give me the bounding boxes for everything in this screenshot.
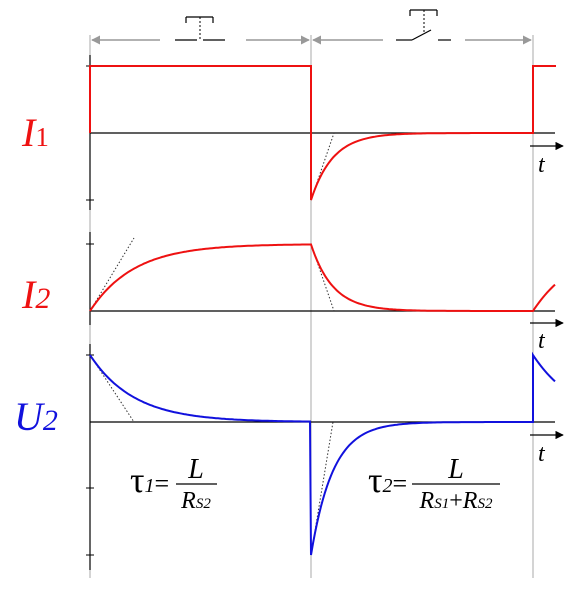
i2-tangent-rise [89,237,135,312]
switch-closed-icon [160,16,246,46]
tau2-sub: 2 [382,475,392,497]
formula-tau1: τ1= L RS2 [130,454,217,514]
panel-i1: t I1 [21,55,564,210]
i1-label-letter: I [21,110,37,155]
tau1-den-s: S2 [196,496,212,512]
panel-u2: t U2 [14,344,564,570]
u2-label-sub: 2 [43,404,58,437]
tau2-den-r2: R [462,488,478,514]
i1-label-sub: 1 [35,122,49,152]
tau1-denominator: RS2 [180,488,211,514]
tau2-denominator: RS1+RS2 [419,488,493,514]
i2-label-sub: 2 [35,282,50,315]
tau2-den-r1: R [419,488,435,514]
tau2-den-plus: + [449,488,463,514]
u2-tangent-decay [89,354,135,423]
tau1-numerator: L [187,454,204,485]
panel-i2: t I2 [21,232,564,354]
u2-curve [89,351,556,556]
i2-time-label: t [538,328,546,354]
tau2-numerator: L [447,454,464,485]
u2-label-letter: U [14,394,46,439]
tau2-den-s1: S1 [434,496,449,512]
tau1-sub: 1 [144,475,154,497]
i1-time-label: t [538,152,546,178]
tau2-symbol: τ2= [368,460,407,500]
tau2-eq: = [392,469,407,498]
i2-label-letter: I [21,272,37,317]
tau1-eq: = [154,469,169,498]
tau1-greek: τ [130,460,144,500]
formula-tau2: τ2= L RS1+RS2 [368,454,500,514]
i1-label: I1 [21,110,49,155]
tau1-symbol: τ1= [130,460,169,500]
tau2-den-s2: S2 [477,496,493,512]
u2-time-label: t [538,441,546,467]
i2-label: I2 [21,272,50,317]
tau2-greek: τ [368,460,382,500]
u2-label: U2 [14,394,58,439]
switch-open-icon [383,9,465,46]
tau1-den-r: R [180,488,196,514]
i2-curve [89,243,556,312]
i1-curve [89,65,556,201]
